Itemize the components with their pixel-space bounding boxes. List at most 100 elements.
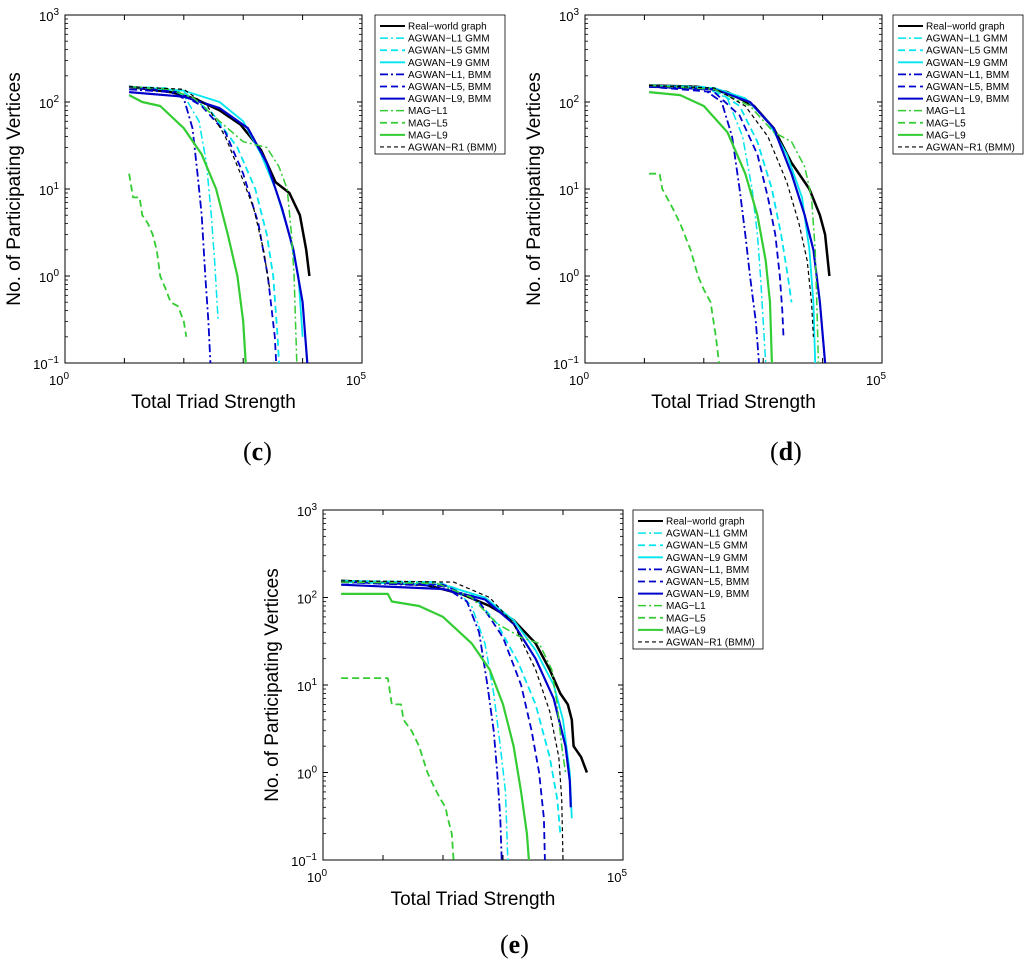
series-line-agwan-l1-gmm: [129, 85, 219, 322]
y-tick-label: 102: [297, 590, 317, 607]
y-axis-label: No. of Participating Vertices: [524, 72, 545, 305]
plot-frame: [64, 14, 363, 364]
series-line-agwan-l5-bmm: [129, 85, 278, 363]
legend-entry: AGWAN−L1, BMM: [408, 70, 491, 81]
legend-entry: AGWAN−L1 GMM: [666, 529, 748, 540]
y-tick-label: 102: [559, 94, 579, 111]
y-axis-label: No. of Participating Vertices: [4, 72, 25, 305]
legend-entry: MAG−L5: [408, 118, 448, 129]
y-tick-label: 103: [297, 502, 317, 519]
series-group: [128, 85, 311, 363]
panel-label-d: (d): [770, 437, 802, 466]
series-line-agwan-l5-gmm: [649, 84, 793, 303]
y-tick-label: 102: [39, 94, 59, 111]
x-tick-label: 100: [49, 371, 69, 388]
series-line-agwan-r1-bmm-: [649, 84, 814, 337]
series-line-agwan-r1-bmm-: [341, 580, 564, 860]
series-group: [341, 579, 589, 860]
x-axis-label: Total Triad Strength: [391, 889, 556, 910]
x-tick-label: 100: [569, 371, 589, 388]
series-line-real-world-graph: [649, 84, 831, 277]
legend-entry: MAG−L9: [666, 625, 706, 636]
legend-entry: AGWAN−L9, BMM: [408, 94, 491, 105]
series-line-agwan-l9-gmm: [649, 84, 817, 363]
y-tick-label: 103: [39, 7, 59, 24]
x-axis-label: Total Triad Strength: [131, 392, 296, 413]
series-line-agwan-l9-bmm: [341, 583, 572, 808]
legend-entry: AGWAN−L5 GMM: [926, 46, 1008, 57]
legend-entry: AGWAN−L5 GMM: [408, 46, 490, 57]
series-line-mag-l9: [648, 91, 773, 363]
legend-entry: AGWAN−L5, BMM: [926, 82, 1009, 93]
legend-entry: MAG−L1: [926, 106, 966, 117]
y-tick-label: 101: [297, 677, 317, 694]
plot-frame: [322, 509, 624, 861]
series-line-agwan-l1-gmm: [341, 580, 509, 860]
legend-entry: AGWAN−L9 GMM: [408, 58, 490, 69]
y-tick-label: 101: [559, 181, 579, 198]
legend-entry: AGWAN−L9, BMM: [926, 94, 1009, 105]
legend-entry: AGWAN−R1 (BMM): [666, 637, 755, 648]
y-axis-label: No. of Participating Vertices: [262, 568, 283, 801]
series-line-real-world-graph: [128, 85, 311, 277]
panel-label-c: (c): [243, 437, 272, 466]
plot-frame: [584, 14, 883, 364]
legend-entry: AGWAN−L5, BMM: [408, 82, 491, 93]
series-line-agwan-l9-bmm: [129, 91, 309, 363]
series-line-agwan-l1-bmm: [649, 85, 760, 363]
series-line-mag-l5: [128, 173, 188, 337]
series-line-mag-l9: [341, 592, 530, 860]
x-tick-label: 105: [346, 371, 366, 388]
legend-entry: AGWAN−L1, BMM: [666, 565, 749, 576]
legend-entry: MAG−L9: [926, 130, 966, 141]
y-tick-label: 10−1: [33, 355, 59, 372]
x-tick-label: 105: [607, 868, 627, 885]
series-line-agwan-l5-gmm: [129, 85, 280, 363]
y-tick-label: 100: [559, 268, 579, 285]
x-tick-label: 105: [866, 371, 886, 388]
legend-entry: AGWAN−L1, BMM: [926, 70, 1009, 81]
x-tick-label: 100: [307, 868, 327, 885]
legend-entry: AGWAN−L5 GMM: [666, 541, 748, 552]
legend-entry: AGWAN−L9 GMM: [926, 58, 1008, 69]
series-line-agwan-l9-gmm: [341, 581, 573, 819]
series-line-agwan-l1-bmm: [129, 88, 212, 363]
series-line-mag-l5: [649, 172, 720, 363]
y-tick-label: 100: [39, 268, 59, 285]
series-line-agwan-l1-bmm: [341, 581, 503, 860]
legend-entry: AGWAN−L5, BMM: [666, 577, 749, 588]
y-tick-label: 10−1: [291, 852, 317, 869]
y-tick-label: 10−1: [553, 355, 579, 372]
series-line-agwan-r1-bmm-: [129, 86, 271, 290]
series-line-agwan-l5-bmm: [649, 85, 785, 337]
legend-entry: AGWAN−L9 GMM: [666, 553, 748, 564]
series-group: [648, 84, 831, 363]
panel-label-e: (e): [500, 930, 529, 959]
legend-entry: MAG−L9: [408, 130, 448, 141]
series-line-agwan-l5-gmm: [341, 579, 562, 834]
series-line-agwan-l9-gmm: [129, 85, 304, 337]
legend-entry: Real−world graph: [666, 517, 745, 528]
series-line-agwan-l9-bmm: [649, 85, 827, 363]
legend-entry: MAG−L1: [666, 601, 706, 612]
legend-entry: AGWAN−L9, BMM: [666, 589, 749, 600]
legend-entry: MAG−L5: [926, 118, 966, 129]
series-line-mag-l1: [129, 85, 298, 363]
legend-entry: AGWAN−L1 GMM: [408, 34, 490, 45]
legend-entry: Real−world graph: [408, 22, 487, 33]
series-line-mag-l9: [128, 94, 247, 363]
legend-entry: MAG−L1: [408, 106, 448, 117]
y-tick-label: 101: [39, 181, 59, 198]
legend-entry: AGWAN−R1 (BMM): [926, 142, 1015, 153]
legend-entry: Real−world graph: [926, 22, 1005, 33]
series-line-mag-l5: [341, 677, 455, 860]
legend-entry: MAG−L5: [666, 613, 706, 624]
legend-entry: AGWAN−L1 GMM: [926, 34, 1008, 45]
